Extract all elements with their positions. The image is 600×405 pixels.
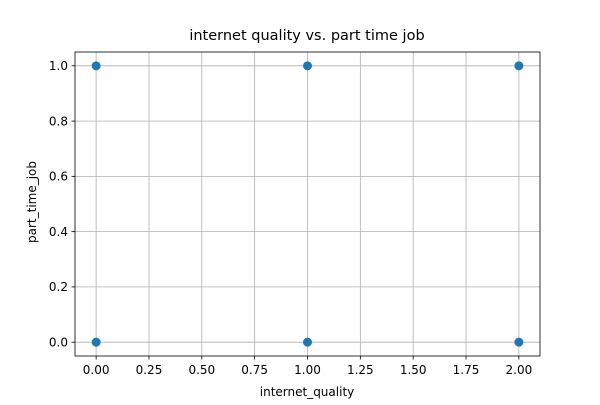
- y-axis: 0.0 0.2 0.4 0.6 0.8 1.0: [49, 59, 75, 349]
- x-tick-label: 0.75: [241, 363, 268, 377]
- x-tick-label: 0.50: [188, 363, 215, 377]
- x-tick-label: 2.00: [506, 363, 533, 377]
- y-tick-label: 0.6: [49, 170, 68, 184]
- y-tick-label: 1.0: [49, 59, 68, 73]
- y-tick-label: 0.0: [49, 335, 68, 349]
- scatter-point: [303, 337, 312, 347]
- scatter-point: [91, 337, 101, 347]
- x-tick-label: 0.00: [83, 363, 110, 377]
- x-tick-label: 1.75: [453, 363, 480, 377]
- scatter-point: [303, 61, 312, 71]
- data-points: [91, 61, 524, 347]
- scatter-point: [514, 337, 524, 347]
- x-axis-label: internet_quality: [260, 385, 355, 399]
- x-tick-label: 0.25: [136, 363, 163, 377]
- x-tick-label: 1.50: [400, 363, 427, 377]
- x-axis: 0.00 0.25 0.50 0.75 1.00 1.25 1.50 1.75 2.00: [83, 356, 532, 377]
- grid-layer: [75, 52, 540, 356]
- x-tick-label: 1.00: [294, 363, 321, 377]
- scatter-point: [91, 61, 101, 71]
- y-tick-label: 0.4: [49, 225, 68, 239]
- y-tick-label: 0.8: [49, 114, 68, 128]
- y-axis-label: part_time_job: [25, 161, 39, 243]
- x-tick-label: 1.25: [347, 363, 374, 377]
- scatter-point: [514, 61, 524, 71]
- chart-title: internet quality vs. part time job: [189, 28, 424, 44]
- y-tick-label: 0.2: [49, 280, 68, 294]
